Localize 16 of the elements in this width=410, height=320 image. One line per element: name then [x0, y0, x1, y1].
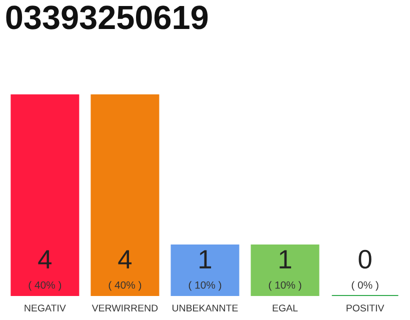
data-label: 4: [38, 250, 52, 268]
x-tick-label: VERWIRREND: [92, 304, 158, 312]
annotation: ( 40% ): [108, 281, 142, 291]
annotation: ( 10% ): [268, 281, 302, 291]
data-label: 4: [118, 250, 132, 268]
x-tick-label: UNBEKANNTE: [172, 304, 238, 312]
x-tick-label: NEGATIV: [24, 304, 66, 312]
chart-title: 03393250619: [6, 6, 208, 30]
annotation: ( 40% ): [28, 281, 62, 291]
data-label: 0: [358, 250, 372, 269]
annotation: ( 10% ): [188, 281, 222, 291]
x-tick-label: EGAL: [272, 304, 298, 312]
x-tick-label: POSITIV: [346, 304, 384, 312]
annotation: ( 0% ): [352, 281, 378, 291]
data-label: 1: [200, 250, 212, 268]
data-label: 1: [280, 250, 292, 268]
